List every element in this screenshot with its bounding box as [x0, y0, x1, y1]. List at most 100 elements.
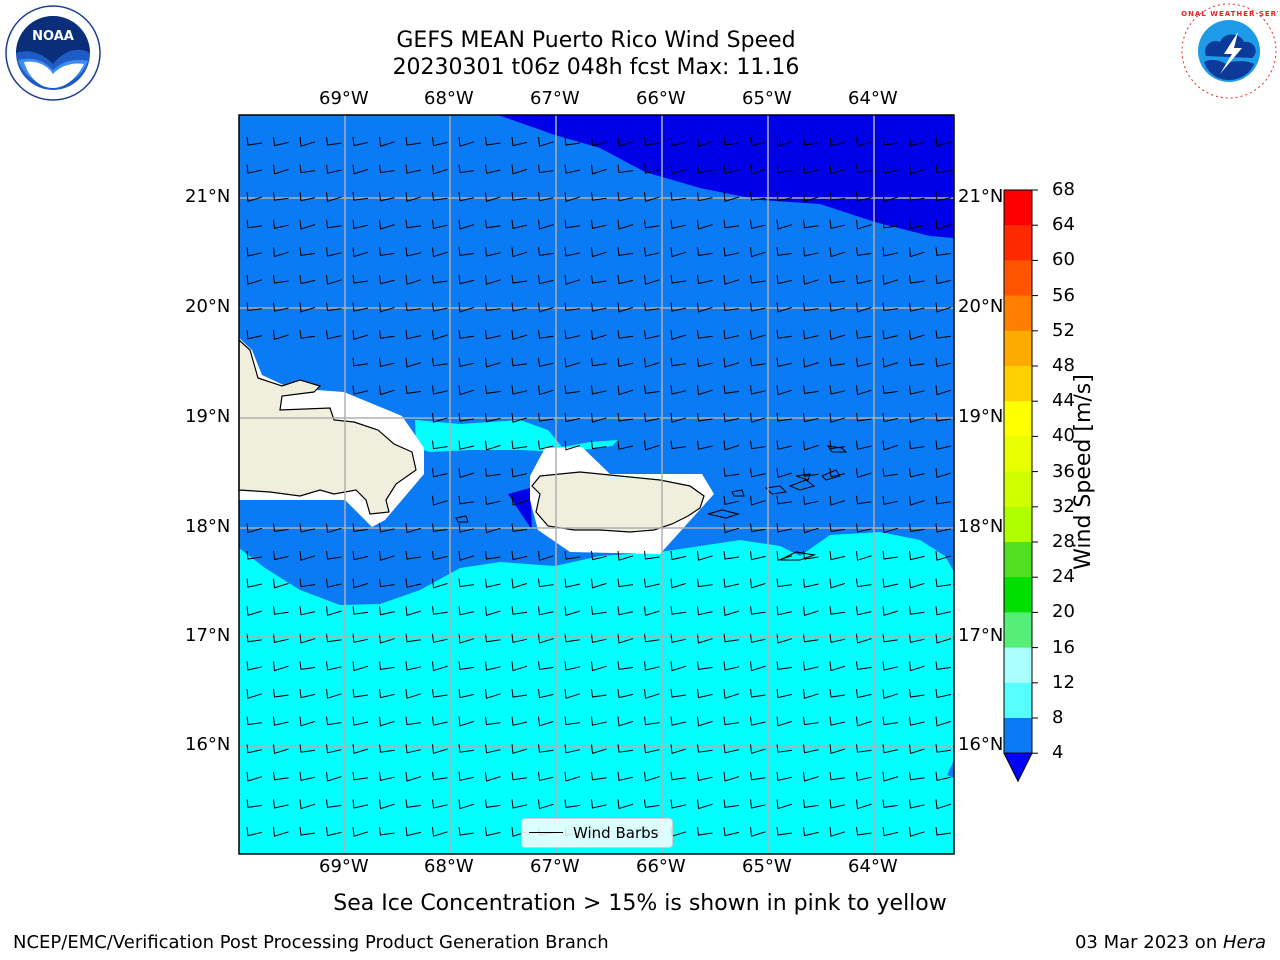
- wind-barb: [352, 744, 369, 755]
- wind-barb: [591, 192, 607, 201]
- wind-barb: [485, 219, 501, 229]
- wind-barb: [591, 716, 607, 726]
- wind-barb: [458, 799, 475, 810]
- wind-barb: [379, 523, 395, 533]
- wind-barb: [829, 302, 846, 312]
- wind-barb: [829, 523, 846, 532]
- wind-barb: [591, 164, 607, 175]
- wind-barb: [458, 826, 475, 836]
- wind-barb: [432, 468, 448, 478]
- wind-barb: [909, 633, 925, 644]
- wind-barb: [829, 164, 846, 175]
- lat-label-right-17n: 17°N: [958, 625, 1004, 646]
- wind-barb: [776, 550, 793, 561]
- wind-barb: [909, 302, 925, 312]
- wind-barb: [750, 274, 766, 284]
- wind-barb: [750, 330, 766, 341]
- wind-barb: [882, 495, 899, 506]
- wind-barb: [246, 192, 263, 203]
- wind-barb: [750, 192, 766, 201]
- wind-barb: [379, 826, 395, 836]
- wind-barb: [935, 744, 952, 753]
- wind-barb: [564, 219, 581, 229]
- wind-barb: [352, 274, 369, 284]
- wind-barb: [856, 247, 872, 256]
- wind-barb: [432, 578, 448, 589]
- wind-barb: [511, 606, 528, 615]
- wind-barb: [405, 164, 422, 174]
- wind-barb: [432, 523, 448, 532]
- wind-barb: [829, 771, 846, 781]
- wind-barb: [882, 192, 899, 203]
- wind-barb: [909, 578, 925, 589]
- wind-barb: [909, 164, 925, 175]
- wind-barb: [776, 633, 793, 644]
- colorbar-tick-label: 48: [1052, 355, 1075, 376]
- wind-barb: [458, 136, 475, 147]
- wind-barb: [617, 302, 634, 313]
- wind-barb: [935, 606, 952, 616]
- map-frame: [238, 114, 955, 855]
- wind-barb: [458, 468, 475, 479]
- wind-barb: [909, 412, 925, 423]
- wind-barb: [246, 688, 263, 699]
- wind-barb: [670, 633, 687, 644]
- colorbar-segment: [1004, 436, 1032, 473]
- wind-barb: [379, 164, 395, 174]
- wind-barb: [511, 274, 528, 284]
- wind-barb: [273, 247, 289, 258]
- wind-barb: [352, 771, 369, 781]
- wind-barb: [856, 799, 872, 810]
- wind-barb: [723, 633, 740, 643]
- wind-barb: [485, 385, 501, 394]
- wind-barb: [564, 771, 581, 782]
- wind-barb: [750, 412, 766, 423]
- wind-barb: [856, 826, 872, 836]
- wind-barb: [432, 606, 448, 615]
- wind-barb: [617, 192, 634, 202]
- wind-barb: [485, 357, 501, 368]
- wind-barb: [803, 550, 819, 560]
- wind-barb: [299, 826, 316, 836]
- wind-barb: [564, 274, 581, 285]
- wind-barb: [246, 219, 263, 229]
- wind-barb: [538, 744, 554, 753]
- wind-barb: [564, 716, 581, 726]
- land-hispaniola: [238, 338, 417, 515]
- wind-barb: [750, 771, 766, 781]
- wind-barb: [405, 523, 422, 534]
- wind-barb: [856, 550, 872, 561]
- wind-barb: [538, 550, 554, 561]
- wind-barb: [352, 357, 369, 367]
- wind-barb: [538, 385, 554, 396]
- wind-barb: [458, 606, 475, 616]
- wind-barb: [617, 219, 634, 230]
- wind-barb: [379, 357, 395, 368]
- wind-barb: [617, 440, 634, 450]
- wind-barb: [379, 274, 395, 285]
- wind-barb: [697, 771, 713, 782]
- wind-barb: [405, 330, 422, 340]
- wind-barb: [935, 247, 952, 256]
- wind-barb: [299, 744, 316, 753]
- wind-barb: [432, 192, 448, 201]
- wind-barb: [909, 799, 925, 809]
- wind-barb: [803, 826, 819, 837]
- wind-barb: [644, 744, 660, 754]
- wind-barb: [909, 385, 925, 395]
- wind-barb: [909, 716, 925, 726]
- wind-barb: [750, 440, 766, 450]
- lon-label-bottom-69w: 69°W: [319, 856, 369, 877]
- wind-barb: [750, 219, 766, 230]
- wind-barb: [326, 302, 342, 312]
- colorbar-tick-label: 20: [1052, 601, 1075, 623]
- wind-barb: [803, 302, 819, 312]
- wind-barb: [935, 385, 952, 396]
- wind-barb: [829, 247, 846, 258]
- wind-barb: [326, 523, 342, 534]
- wind-barb: [776, 826, 793, 836]
- wind-barb: [432, 688, 448, 698]
- wind-barb: [856, 468, 872, 479]
- wind-barb: [776, 247, 793, 256]
- wind-barb: [670, 385, 687, 395]
